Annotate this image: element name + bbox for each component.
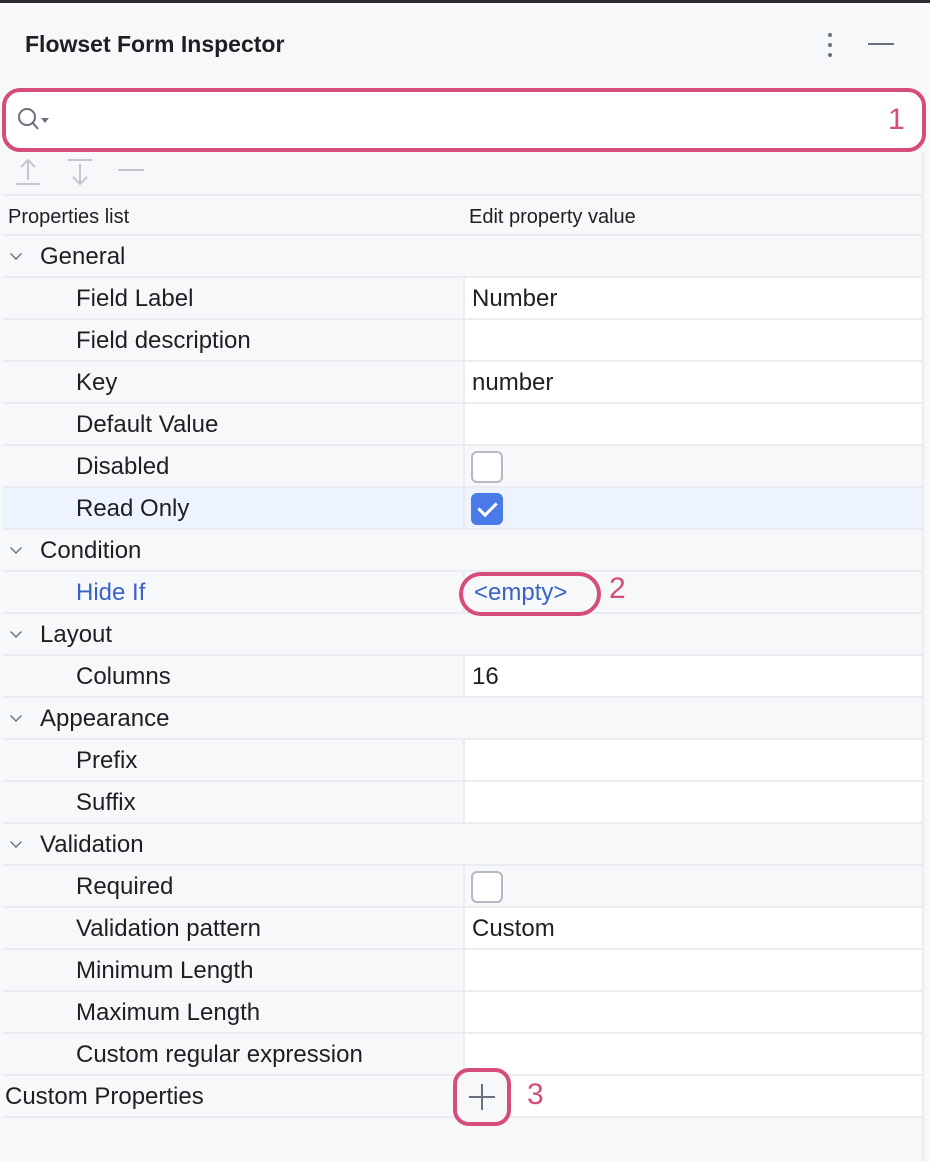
property-name: Condition [40,537,142,564]
property-value-cell[interactable] [463,866,922,906]
chevron-down-icon[interactable] [10,626,22,638]
property-value-cell[interactable]: 3 [453,1068,922,1126]
property-row-columns[interactable]: Columns 16 [2,656,922,698]
annotation-1: 1 [888,103,905,136]
property-name: Hide If [76,579,146,606]
property-row-hide-if[interactable]: Hide If <empty> 2 [2,572,922,616]
property-name: Required [76,873,174,900]
property-value-cell[interactable] [463,782,922,822]
toolbar [2,152,922,194]
checkbox-unchecked[interactable] [471,871,503,903]
property-value[interactable]: number [472,369,554,396]
property-row-required[interactable]: Required [2,866,922,908]
property-name: Custom Properties [5,1083,204,1110]
property-name: Validation [40,831,144,858]
group-row-general[interactable]: General [2,236,922,278]
property-name: General [40,243,126,270]
property-value-cell[interactable] [463,488,922,528]
table-header: Properties list Edit property value [2,194,922,236]
property-name: Prefix [76,747,138,774]
group-row-condition[interactable]: Condition [2,530,922,572]
property-value-cell[interactable]: 16 [463,656,922,696]
property-value[interactable]: Custom [472,915,555,942]
property-name: Appearance [40,705,170,732]
search-icon[interactable] [16,106,52,136]
property-row-minimum-length[interactable]: Minimum Length [2,950,922,992]
search-input[interactable] [56,100,856,138]
property-row-disabled[interactable]: Disabled [2,446,922,488]
property-name: Minimum Length [76,957,254,984]
chevron-down-icon[interactable] [10,836,22,848]
hide-if-link[interactable]: <empty> [474,579,568,606]
checkbox-unchecked[interactable] [471,451,503,483]
group-row-appearance[interactable]: Appearance [2,698,922,740]
property-value-cell[interactable]: number [463,362,922,402]
minimize-icon[interactable] [868,43,894,45]
property-value-cell[interactable] [463,740,922,780]
annotation-2: 2 [609,572,626,605]
remove-icon[interactable] [116,156,146,190]
column-header-properties: Properties list [8,206,130,228]
property-value-cell[interactable] [463,950,922,990]
property-value-cell[interactable] [463,446,922,486]
property-row-suffix[interactable]: Suffix [2,782,922,824]
property-row-read-only[interactable]: Read Only [2,488,922,530]
checkbox-checked[interactable] [471,493,503,525]
property-value-cell[interactable] [463,320,922,360]
panel-title: Flowset Form Inspector [25,31,285,57]
property-row-prefix[interactable]: Prefix [2,740,922,782]
property-row-key[interactable]: Key number [2,362,922,404]
move-up-icon[interactable] [14,156,44,190]
property-row-maximum-length[interactable]: Maximum Length [2,992,922,1034]
property-value-cell[interactable]: Custom [463,908,922,948]
column-header-value: Edit property value [469,206,636,228]
property-name: Columns [76,663,171,690]
property-value[interactable]: 16 [472,663,499,690]
property-row-validation-pattern[interactable]: Validation pattern Custom [2,908,922,950]
property-name: Validation pattern [76,915,262,942]
scrollbar-track[interactable] [922,152,924,1162]
property-value-cell[interactable] [463,404,922,444]
more-options-icon[interactable] [820,30,840,60]
property-name: Maximum Length [76,999,261,1026]
property-name: Key [76,369,118,396]
property-name: Default Value [76,411,219,438]
annotation-highlight [459,572,601,616]
property-row-field-label[interactable]: Field Label Number [2,278,922,320]
property-name: Disabled [76,453,170,480]
chevron-down-icon[interactable] [10,542,22,554]
property-name: Suffix [76,789,136,816]
property-name: Read Only [76,495,190,522]
annotation-3: 3 [527,1078,544,1111]
property-value-cell[interactable]: Number [463,278,922,318]
chevron-down-icon[interactable] [10,710,22,722]
property-row-custom-properties[interactable]: Custom Properties 3 [2,1068,922,1126]
property-row-default-value[interactable]: Default Value [2,404,922,446]
property-name: Layout [40,621,113,648]
move-down-icon[interactable] [66,156,96,190]
property-row-field-description[interactable]: Field description [2,320,922,362]
property-value[interactable]: Number [472,285,558,312]
group-row-layout[interactable]: Layout [2,614,922,656]
chevron-down-icon[interactable] [10,248,22,260]
property-value-cell[interactable] [463,1034,922,1074]
property-name: Field description [76,327,251,354]
search-field[interactable] [2,88,926,152]
window-top-border [0,0,930,3]
properties-table: General Field Label Number Field descriptio… [2,236,922,1126]
property-name: Custom regular expression [76,1041,363,1068]
property-value-cell[interactable]: <empty> 2 [459,572,922,616]
group-row-validation[interactable]: Validation [2,824,922,866]
add-property-button[interactable] [453,1068,511,1126]
property-value-cell[interactable] [463,992,922,1032]
property-name: Field Label [76,285,194,312]
